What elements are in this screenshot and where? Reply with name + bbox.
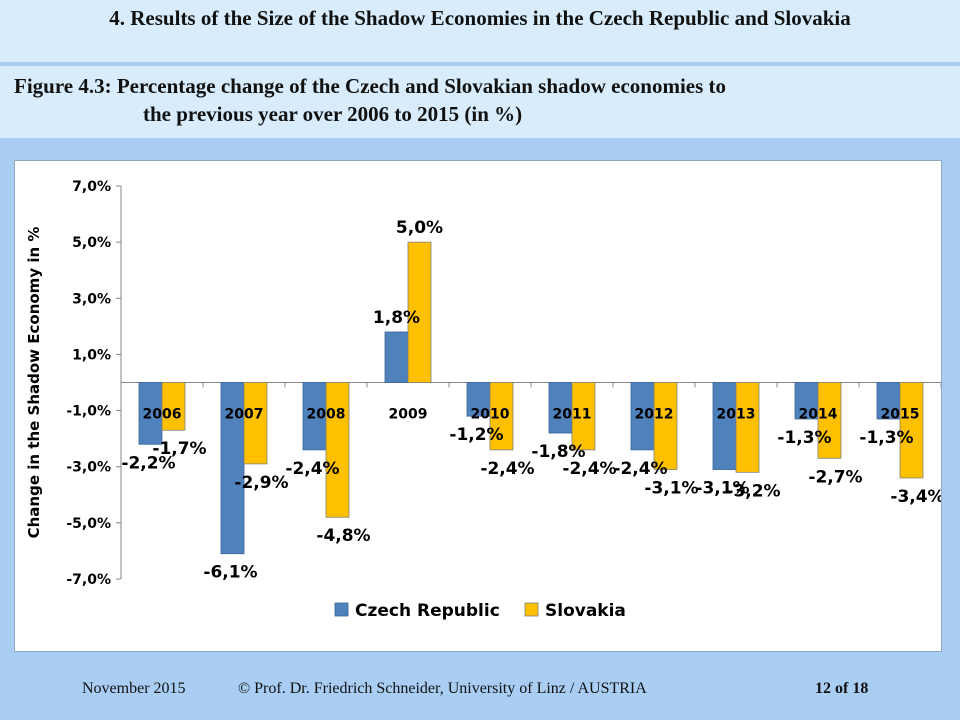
y-tick-label: 1,0% [72,347,111,363]
data-label: 5,0% [396,218,443,238]
data-label: -3,1% [644,479,698,499]
header-band [0,0,960,138]
x-tick-label: 2007 [225,407,264,423]
legend-swatch-slovakia [524,602,539,617]
chart-panel: Change in the Shadow Economy in % 7,0% 5,0… [14,160,942,652]
y-tick-label: -7,0% [66,572,111,588]
data-label: -2,4% [613,459,667,479]
bar-czech-republic-2009 [384,331,409,383]
slide-title: 4. Results of the Size of the Shadow Eco… [109,6,851,30]
data-label: -1,2% [449,425,503,445]
bar-slovakia-2013 [735,382,760,473]
data-label: -3,1% [695,479,749,499]
bar-slovakia-2008 [325,382,350,518]
data-label: -3,4% [890,487,941,507]
x-tick-label: 2011 [553,407,592,423]
data-label: -1,8% [531,442,585,462]
page-number: 12 of 18 [815,680,869,697]
footer-author: © Prof. Dr. Friedrich Schneider, Univers… [238,680,647,697]
x-tick-label: 2009 [389,407,428,423]
bar-czech-republic-2013 [712,382,737,470]
y-tick-label: 7,0% [72,179,111,195]
bar-chart: Change in the Shadow Economy in % 7,0% 5,0… [25,179,941,621]
y-tick-label: -1,0% [66,404,111,420]
data-label: -2,4% [285,459,339,479]
bar-slovakia-2015 [899,382,924,479]
x-tick-label: 2014 [799,407,838,423]
data-label: -6,1% [203,563,257,583]
data-label: -3,2% [726,481,780,501]
data-label: -1,7% [152,439,206,459]
bar-slovakia-2009 [407,241,432,383]
y-tick-label: -5,0% [66,516,111,532]
footer-date: November 2015 [82,680,186,697]
data-label: -2,7% [808,467,862,487]
x-tick-label: 2010 [471,407,510,423]
y-tick-label: 5,0% [72,235,111,251]
caption-line-1: Figure 4.3: Percentage change of the Cze… [14,74,727,98]
data-label: -1,3% [859,428,913,448]
y-axis-title: Change in the Shadow Economy in % [25,227,43,539]
bar-czech-republic-2007 [220,382,245,555]
x-tick-label: 2006 [143,407,182,423]
data-label: -2,9% [234,473,288,493]
header-divider [0,62,960,66]
data-label: 1,8% [373,308,420,328]
data-label: -2,2% [121,453,175,473]
footer: November 2015 © Prof. Dr. Friedrich Schn… [0,680,960,704]
bar-slovakia-2014 [817,382,842,459]
x-tick-label: 2015 [881,407,920,423]
legend-label: Czech Republic [355,601,500,621]
data-label: -4,8% [316,526,370,546]
legend-swatch-czech-republic [334,602,349,617]
bar-slovakia-2011 [571,382,596,451]
y-tick-label: 3,0% [72,291,111,307]
figure-caption: Figure 4.3: Percentage change of the Cze… [14,72,934,128]
y-tick-label: -3,0% [66,460,111,476]
x-tick-label: 2008 [307,407,346,423]
x-tick-label: 2012 [635,407,674,423]
data-label: -1,3% [777,428,831,448]
caption-line-2: the previous year over 2006 to 2015 (in … [143,102,523,126]
legend-label: Slovakia [545,601,626,621]
bar-slovakia-2007 [243,382,268,465]
bar-slovakia-2006 [161,382,186,431]
data-label: -2,4% [562,459,616,479]
bar-slovakia-2012 [653,382,678,470]
bar-slovakia-2010 [489,382,514,451]
x-tick-label: 2013 [717,407,756,423]
data-label: -2,4% [480,459,534,479]
